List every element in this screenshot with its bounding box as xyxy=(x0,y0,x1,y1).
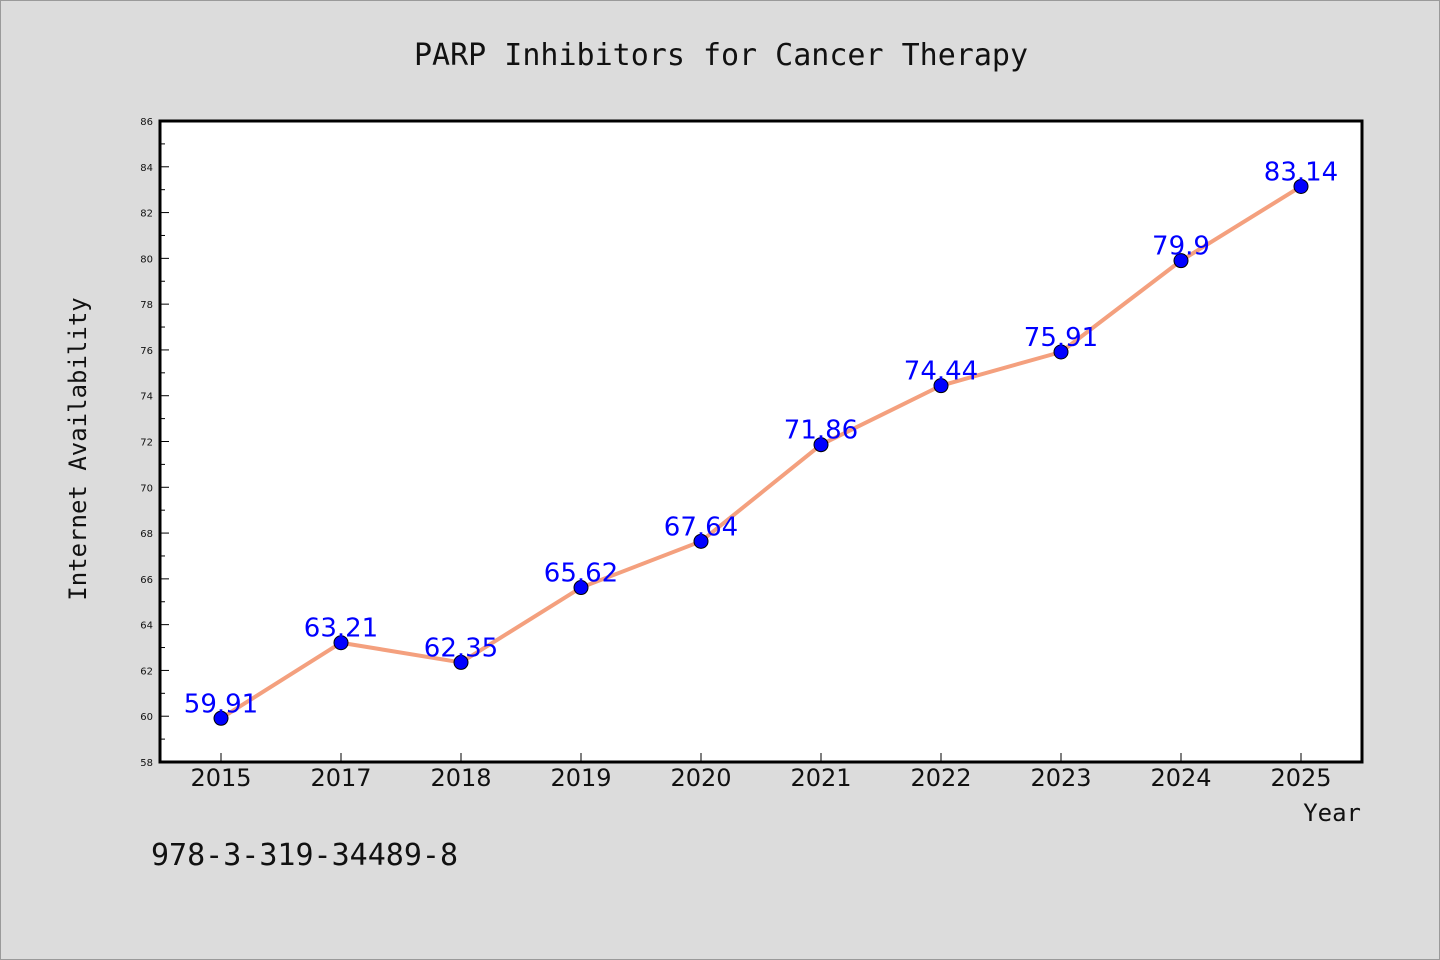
data-label: 62.35 xyxy=(424,633,498,663)
data-label: 74.44 xyxy=(904,357,978,387)
isbn-footnote: 978-3-319-34489-8 xyxy=(151,838,458,873)
data-point xyxy=(1173,253,1189,269)
y-axis: 58 60 62 64 66 68 70 72 74 76 78 80 82 84 86 xyxy=(140,117,169,769)
data-point xyxy=(1293,178,1309,194)
data-label: 71.86 xyxy=(784,416,858,446)
y-tick-label: 70 xyxy=(140,483,153,494)
data-label: 67.64 xyxy=(664,512,738,542)
x-tick-label: 2018 xyxy=(430,764,491,792)
x-tick-label: 2024 xyxy=(1150,764,1211,792)
data-point xyxy=(573,580,589,596)
x-tick-label: 2025 xyxy=(1270,764,1331,792)
y-tick-label: 82 xyxy=(140,209,153,220)
data-label: 75.91 xyxy=(1024,323,1098,353)
data-points xyxy=(213,178,1309,726)
x-axis: 2015 2017 2018 2019 2020 2021 2022 2023 2024 2025 xyxy=(190,753,1332,792)
y-tick-label: 72 xyxy=(140,438,153,449)
y-tick-label: 58 xyxy=(140,758,153,769)
x-tick-label: 2021 xyxy=(790,764,851,792)
data-point xyxy=(453,654,469,670)
y-tick-label: 80 xyxy=(140,254,153,265)
data-label: 65.62 xyxy=(544,559,618,589)
x-axis-label: Year xyxy=(1303,799,1361,827)
x-tick-label: 2020 xyxy=(670,764,731,792)
y-tick-label: 60 xyxy=(140,712,153,723)
x-tick-label: 2017 xyxy=(310,764,371,792)
y-tick-label: 86 xyxy=(140,117,153,128)
x-tick-label: 2019 xyxy=(550,764,611,792)
data-point xyxy=(933,378,949,394)
data-labels: 59.91 63.21 62.35 65.62 67.64 71.86 74.44 75.91… xyxy=(184,157,1338,719)
data-point xyxy=(813,437,829,453)
y-tick-label: 76 xyxy=(140,346,153,357)
data-label: 79.9 xyxy=(1152,232,1210,262)
y-tick-label: 84 xyxy=(140,163,153,174)
x-tick-label: 2023 xyxy=(1030,764,1091,792)
y-tick-label: 78 xyxy=(140,300,153,311)
data-label: 59.91 xyxy=(184,689,258,719)
y-tick-label: 74 xyxy=(140,392,153,403)
plot-area xyxy=(158,119,1364,764)
chart-title: PARP Inhibitors for Cancer Therapy xyxy=(414,38,1028,73)
data-label: 63.21 xyxy=(304,614,378,644)
y-axis-label: Internet Availability xyxy=(64,297,92,600)
data-point xyxy=(693,533,709,549)
y-tick-label: 68 xyxy=(140,529,153,540)
series-line xyxy=(219,184,1303,720)
data-point xyxy=(333,635,349,651)
data-point xyxy=(213,710,229,726)
data-point xyxy=(1053,344,1069,360)
x-tick-label: 2015 xyxy=(190,764,251,792)
y-tick-label: 62 xyxy=(140,666,153,677)
y-tick-label: 66 xyxy=(140,575,153,586)
y-tick-label: 64 xyxy=(140,621,153,632)
series-line-group xyxy=(219,184,1303,720)
data-label: 83.14 xyxy=(1264,157,1338,187)
x-tick-label: 2022 xyxy=(910,764,971,792)
